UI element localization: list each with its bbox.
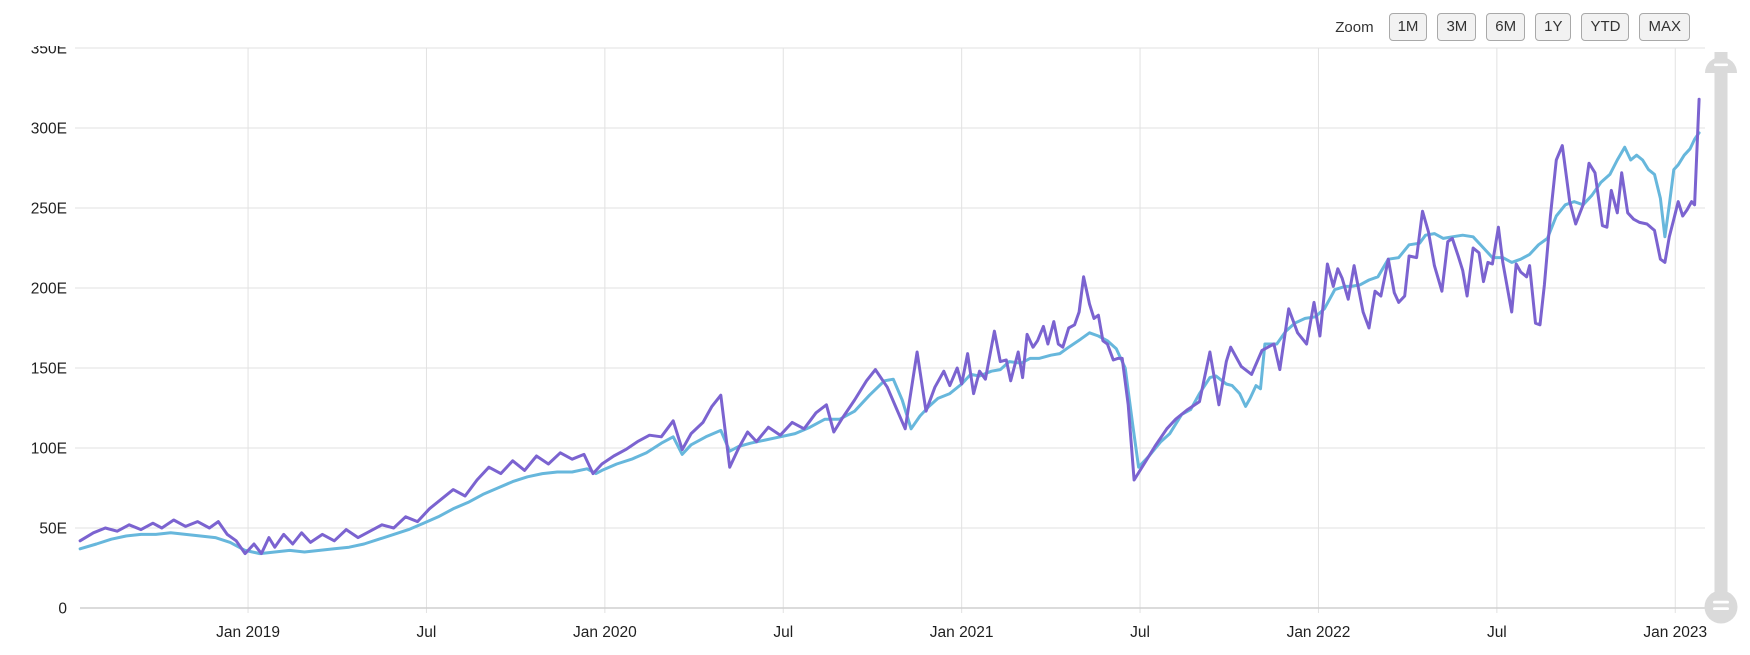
y-axis-label: 0 xyxy=(58,601,67,618)
zoom-button-6m[interactable]: 6M xyxy=(1486,13,1526,42)
y-axis-label: 50E xyxy=(39,521,67,538)
x-axis-label: Jul xyxy=(1130,624,1150,641)
y-axis-label: 350E xyxy=(31,41,67,58)
x-axis-label: Jul xyxy=(417,624,437,641)
zoom-button-ytd[interactable]: YTD xyxy=(1581,13,1630,42)
y-axis-labels: 0 50E 100E 150E 200E 250E 300E 350E xyxy=(31,41,68,618)
y-axis-label: 150E xyxy=(31,361,67,378)
x-axis-label: Jan 2019 xyxy=(216,624,280,641)
zoom-toolbar: Zoom 1M 3M 6M 1Y YTD MAX xyxy=(1335,13,1690,42)
series-blue xyxy=(78,131,1701,556)
scrollbar-bottom-grip-line xyxy=(1713,600,1729,604)
gridlines xyxy=(75,47,1705,613)
y-axis-label: 100E xyxy=(31,441,67,458)
scrollbar-bottom-grip-icon[interactable] xyxy=(1704,590,1738,624)
series-group xyxy=(78,97,1701,556)
zoom-button-1y[interactable]: 1Y xyxy=(1535,13,1572,42)
x-axis-label: Jan 2021 xyxy=(930,624,994,641)
x-axis-labels: Jan 2019 Jul Jan 2020 Jul Jan 2021 Jul Jan 202… xyxy=(216,624,1707,641)
vertical-scrollbar[interactable] xyxy=(1704,52,1738,624)
scrollbar-track[interactable] xyxy=(1714,52,1728,604)
zoom-button-max[interactable]: MAX xyxy=(1639,13,1690,42)
y-axis-label: 200E xyxy=(31,281,67,298)
series-purple xyxy=(78,97,1701,556)
y-axis-label: 300E xyxy=(31,121,67,138)
x-axis-label: Jan 2020 xyxy=(573,624,637,641)
x-axis-label: Jan 2022 xyxy=(1287,624,1351,641)
scrollbar-bottom-grip-line xyxy=(1713,607,1729,610)
zoom-button-1m[interactable]: 1M xyxy=(1388,13,1428,42)
zoom-button-3m[interactable]: 3M xyxy=(1437,13,1477,42)
zoom-toolbar-label: Zoom xyxy=(1335,18,1374,36)
x-axis-label: Jul xyxy=(1487,624,1507,641)
y-axis-label: 250E xyxy=(31,201,67,218)
scrollbar-top-grip-line xyxy=(1714,63,1728,67)
x-axis-label: Jul xyxy=(773,624,793,641)
x-axis-label: Jan 2023 xyxy=(1643,624,1707,641)
